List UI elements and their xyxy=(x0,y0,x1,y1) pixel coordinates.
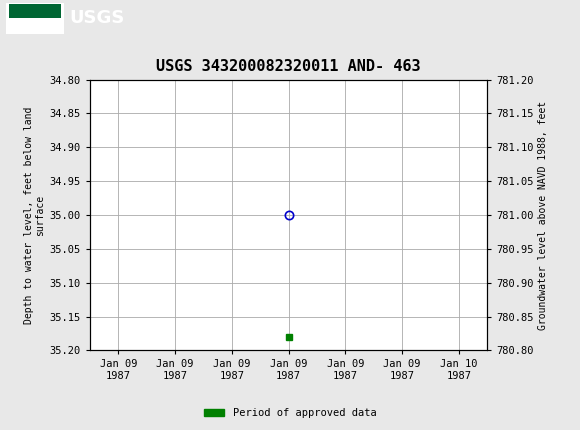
Bar xyxy=(9,4,61,18)
Y-axis label: Depth to water level, feet below land
surface: Depth to water level, feet below land su… xyxy=(24,106,45,324)
Text: USGS: USGS xyxy=(70,9,125,27)
Y-axis label: Groundwater level above NAVD 1988, feet: Groundwater level above NAVD 1988, feet xyxy=(538,101,548,329)
Legend: Period of approved data: Period of approved data xyxy=(200,404,380,423)
Title: USGS 343200082320011 AND- 463: USGS 343200082320011 AND- 463 xyxy=(156,59,421,74)
Bar xyxy=(6,3,64,34)
